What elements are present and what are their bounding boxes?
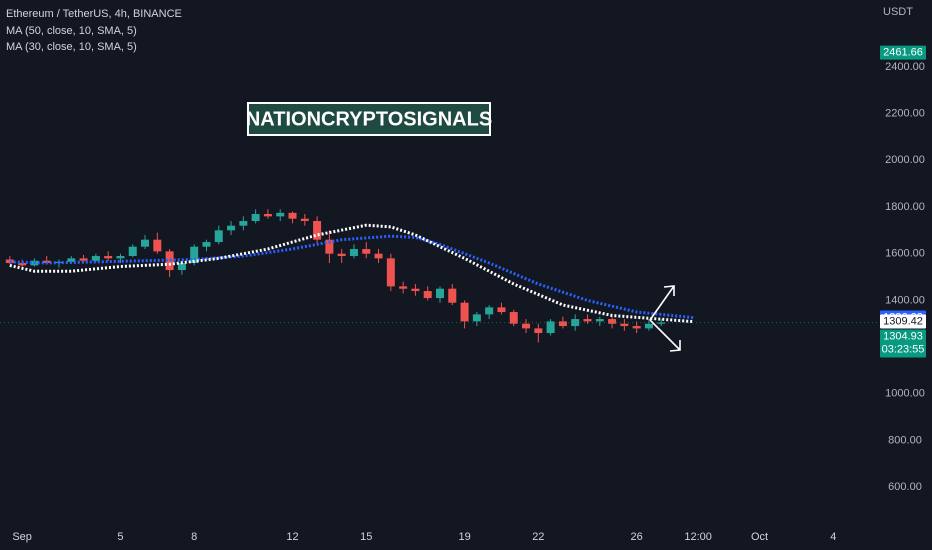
candle-body xyxy=(104,256,113,259)
candle-body xyxy=(374,253,383,259)
candle-body xyxy=(165,251,174,271)
candle-body xyxy=(300,218,309,222)
x-tick-label: Sep xyxy=(12,531,32,543)
level-label-box xyxy=(880,45,926,60)
candle-body xyxy=(153,239,162,252)
candle-body xyxy=(239,221,248,226)
candle-body xyxy=(509,312,518,324)
candle-body xyxy=(190,246,199,264)
candle-body xyxy=(595,319,604,322)
candle-body xyxy=(325,239,334,254)
moving-average-line xyxy=(9,234,694,320)
candle-body xyxy=(608,319,617,324)
candle-body xyxy=(497,307,506,313)
candle-body xyxy=(227,225,236,231)
candle-body xyxy=(18,263,27,266)
watermark: NATIONCRYPTOSIGNALS xyxy=(246,108,492,130)
y-tick-label: 800.00 xyxy=(888,434,922,446)
candle-body xyxy=(583,319,592,322)
candle-body xyxy=(534,328,543,334)
candle-body xyxy=(79,258,88,261)
candle-body xyxy=(263,214,272,217)
candle-body xyxy=(522,323,531,329)
y-tick-label: 600.00 xyxy=(888,481,922,493)
x-tick-label: 15 xyxy=(360,531,372,543)
candle-body xyxy=(632,326,641,329)
arrow xyxy=(649,285,675,321)
arrow xyxy=(649,319,681,351)
chart-title: Ethereum / TetherUS, 4h, BINANCE xyxy=(6,8,182,20)
ma-last-label: 1309.42 xyxy=(883,315,923,327)
candle-body xyxy=(558,321,567,327)
moving-average-line xyxy=(9,223,694,324)
candle-body xyxy=(411,288,420,292)
candle-body xyxy=(657,322,666,324)
y-tick-label: 1600.00 xyxy=(885,248,925,260)
candle-body xyxy=(644,323,653,329)
candle-body xyxy=(214,230,223,243)
candle-body xyxy=(436,288,444,299)
y-tick-label: 2400.00 xyxy=(885,61,925,73)
candle-body xyxy=(177,263,186,271)
legend-entry: MA (50, close, 10, SMA, 5) xyxy=(6,25,137,37)
candle-body xyxy=(546,321,555,334)
candle-body xyxy=(251,214,260,222)
candle-body xyxy=(460,302,469,322)
y-tick-label: 1800.00 xyxy=(885,201,925,213)
candle-body xyxy=(362,249,371,254)
candle-body xyxy=(485,307,494,315)
candle-body xyxy=(620,323,629,327)
x-tick-label: Oct xyxy=(751,531,768,543)
currency-label: USDT xyxy=(883,6,913,18)
candle-body xyxy=(349,249,358,257)
last-price-label: 1304.93 xyxy=(883,330,923,342)
candle-body xyxy=(337,253,346,257)
legend-entry: MA (30, close, 10, SMA, 5) xyxy=(6,41,137,53)
y-tick-label: 2200.00 xyxy=(885,108,925,120)
x-tick-label: 22 xyxy=(532,531,544,543)
candle-body xyxy=(141,239,150,247)
countdown-label: 03:23:55 xyxy=(882,343,925,355)
plot xyxy=(0,209,880,343)
x-tick-label: 12 xyxy=(286,531,298,543)
candle-body xyxy=(423,291,432,299)
candle-body xyxy=(91,256,100,261)
candle-body xyxy=(288,212,297,219)
arrows xyxy=(649,285,681,352)
x-tick-label: 8 xyxy=(191,531,197,543)
candle-body xyxy=(448,288,457,303)
candle-body xyxy=(128,246,137,257)
ma-last-label-box xyxy=(880,314,926,329)
last-price-box xyxy=(880,329,926,358)
candle-body xyxy=(276,212,285,217)
watermark-box xyxy=(247,102,491,136)
arrow-head xyxy=(669,340,681,352)
y-tick-label: 2000.00 xyxy=(885,154,925,166)
candle-body xyxy=(67,258,76,262)
x-tick-label: 12:00 xyxy=(684,531,712,543)
y-tick-label: 1400.00 xyxy=(885,294,925,306)
x-tick-label: 26 xyxy=(631,531,643,543)
arrow-head xyxy=(663,285,675,296)
candle-body xyxy=(313,221,322,240)
candle-body xyxy=(386,258,395,287)
candle-body xyxy=(571,319,580,327)
x-tick-label: 19 xyxy=(458,531,470,543)
candle-body xyxy=(399,286,408,289)
y-tick-label: 1000.00 xyxy=(885,388,925,400)
x-tick-label: 4 xyxy=(830,531,836,543)
candle-body xyxy=(202,242,211,247)
level-label: 2461.66 xyxy=(883,46,923,58)
candle-body xyxy=(472,314,481,322)
x-tick-label: 5 xyxy=(117,531,123,543)
candle-body xyxy=(116,256,125,259)
